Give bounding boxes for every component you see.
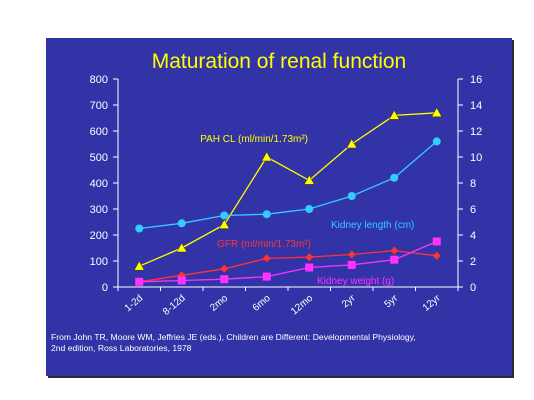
data-point bbox=[177, 219, 186, 228]
y-left-tick-label: 700 bbox=[90, 100, 108, 112]
x-tick-label: 8-12d bbox=[161, 293, 188, 318]
x-tick-label: 12mo bbox=[289, 293, 316, 318]
series-label: GFR (ml/min/1.73m²) bbox=[217, 239, 311, 250]
y-right-tick-label: 14 bbox=[470, 100, 482, 112]
data-point bbox=[431, 107, 443, 118]
y-left-tick-label: 800 bbox=[90, 74, 108, 86]
data-point bbox=[133, 260, 145, 271]
data-point bbox=[432, 237, 441, 246]
series bbox=[133, 107, 443, 286]
series-label: Kidney weight (g) bbox=[317, 276, 394, 287]
renal-function-chart: Maturation of renal function 01002003004… bbox=[90, 50, 483, 318]
x-tick-label: 5yr bbox=[382, 292, 400, 310]
data-point bbox=[303, 174, 315, 185]
y-left-tick-label: 200 bbox=[90, 230, 108, 242]
data-point bbox=[262, 272, 271, 281]
y-left-tick-label: 300 bbox=[90, 204, 108, 216]
data-point bbox=[220, 264, 229, 273]
y-right-tick-label: 4 bbox=[470, 230, 476, 242]
data-point bbox=[390, 255, 399, 264]
data-point bbox=[220, 275, 229, 284]
x-tick-label: 2yr bbox=[340, 292, 358, 310]
y-right-tick-label: 8 bbox=[470, 178, 476, 190]
data-point bbox=[432, 137, 441, 146]
slide: Maturation of renal function 0 100 200 300 4… bbox=[46, 38, 512, 376]
y-right-tick-label: 6 bbox=[470, 204, 476, 216]
data-point bbox=[176, 242, 188, 253]
y-left-tick-label: 500 bbox=[90, 152, 108, 164]
x-tick-label: 1-2d bbox=[123, 293, 145, 314]
series-triangle bbox=[133, 107, 443, 271]
y-right-tick-label: 10 bbox=[470, 152, 482, 164]
data-point bbox=[218, 219, 230, 229]
data-point bbox=[305, 205, 314, 213]
data-point bbox=[388, 109, 400, 120]
data-point bbox=[261, 151, 273, 162]
credit-line-1: From John TR, Moore WM, Jeffries JE (eds… bbox=[51, 332, 416, 342]
data-point bbox=[177, 276, 186, 285]
y-left-tick-label: 600 bbox=[90, 126, 108, 138]
chart-title: Maturation of renal function bbox=[152, 50, 406, 73]
series-circle bbox=[135, 137, 441, 233]
data-point bbox=[135, 277, 144, 286]
series-line bbox=[139, 240, 438, 283]
y-right-tick-label: 0 bbox=[470, 282, 476, 294]
data-point bbox=[305, 263, 314, 272]
x-tick-label: 12yr bbox=[421, 292, 443, 313]
data-point bbox=[347, 250, 356, 259]
y-left-tick-label: 400 bbox=[90, 178, 108, 190]
x-tick-label: 6mo bbox=[251, 293, 273, 314]
data-point bbox=[346, 138, 358, 149]
x-tick-label: 2mo bbox=[208, 293, 230, 314]
series-line bbox=[139, 140, 438, 230]
y-right-tick-label: 16 bbox=[470, 74, 482, 86]
y-right-tick-label: 12 bbox=[470, 126, 482, 138]
source-credit: From John TR, Moore WM, Jeffries JE (eds… bbox=[51, 332, 507, 354]
series-label: PAH CL (ml/min/1.73m²) bbox=[200, 134, 308, 145]
series-line bbox=[139, 249, 437, 283]
data-point bbox=[390, 246, 399, 255]
series-square bbox=[135, 237, 441, 286]
y-right-tick-label: 2 bbox=[470, 256, 476, 268]
data-point bbox=[390, 173, 399, 182]
credit-line-2: 2nd edition, Ross Laboratories, 1978 bbox=[51, 343, 192, 353]
data-point bbox=[347, 260, 356, 269]
data-point bbox=[347, 192, 356, 200]
series-line bbox=[138, 112, 437, 267]
series-labels: PAH CL (ml/min/1.73m²) Kidney length (cm)… bbox=[200, 134, 414, 287]
series-label: Kidney length (cm) bbox=[331, 220, 414, 231]
data-point bbox=[262, 254, 271, 263]
data-point bbox=[135, 224, 144, 233]
y-left-tick-label: 0 bbox=[102, 282, 108, 294]
data-point bbox=[432, 251, 441, 260]
data-point bbox=[305, 253, 314, 262]
data-point bbox=[262, 210, 271, 219]
y-left-tick-label: 100 bbox=[90, 256, 108, 268]
data-point bbox=[220, 211, 229, 220]
